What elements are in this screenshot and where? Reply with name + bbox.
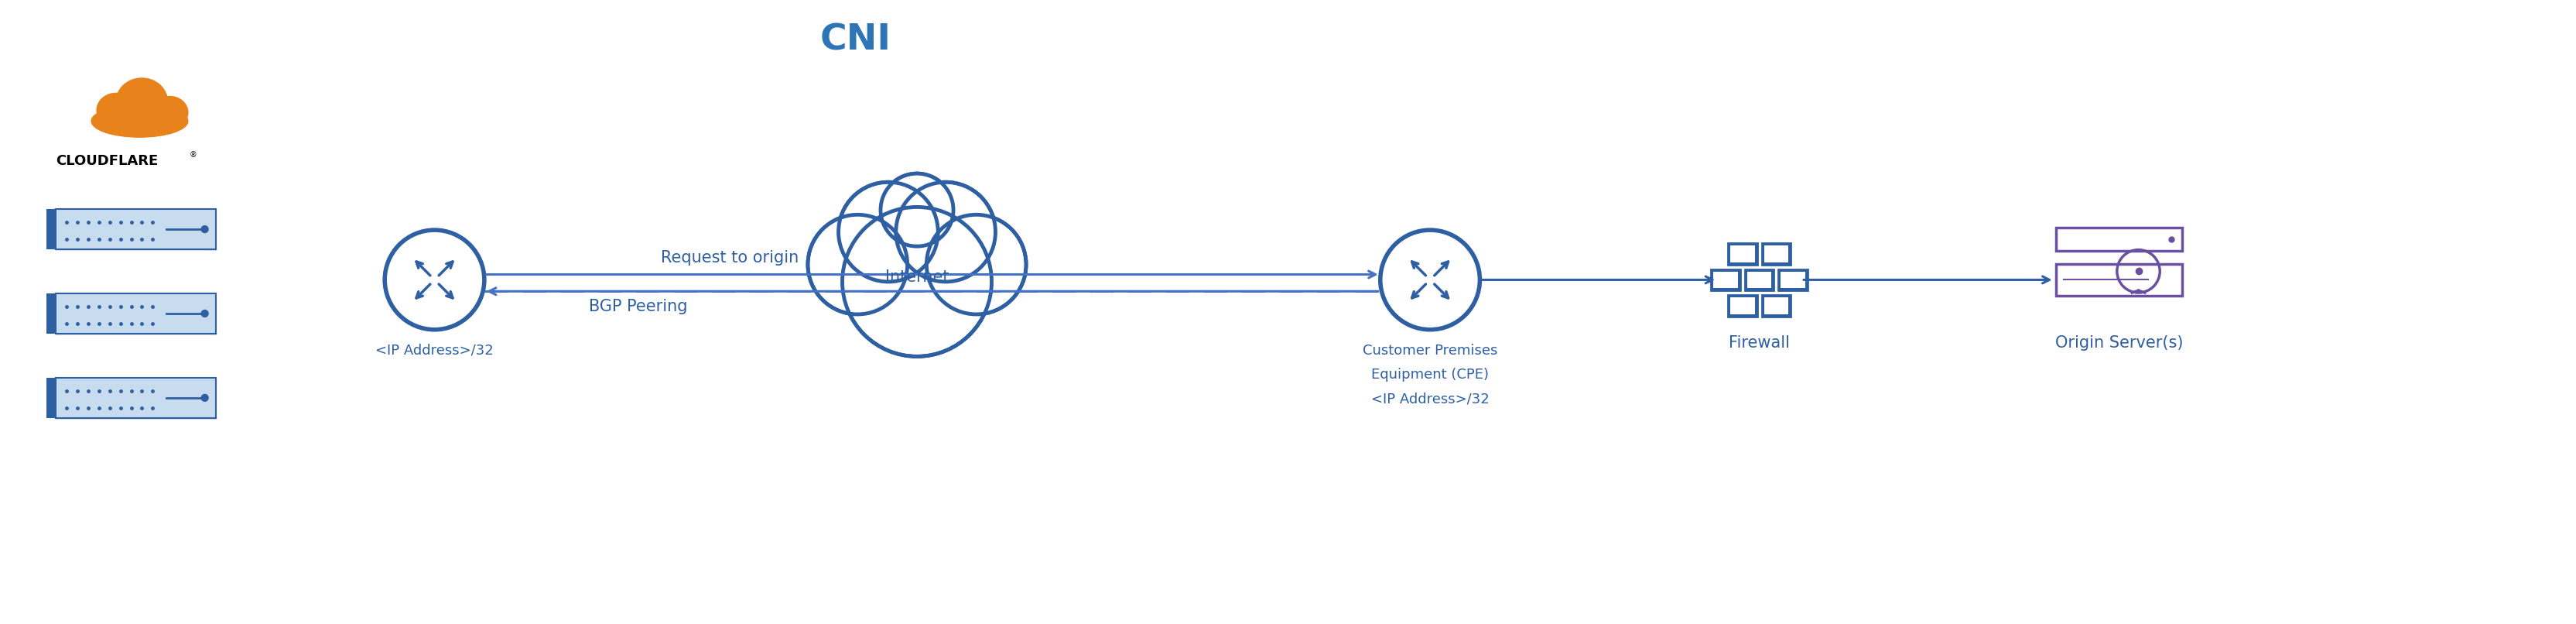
Circle shape bbox=[927, 215, 1025, 314]
FancyBboxPatch shape bbox=[57, 209, 216, 249]
Circle shape bbox=[840, 184, 935, 280]
Text: Request to origin: Request to origin bbox=[662, 250, 799, 265]
Circle shape bbox=[896, 184, 994, 280]
FancyBboxPatch shape bbox=[46, 294, 57, 333]
Text: Customer Premises: Customer Premises bbox=[1363, 343, 1497, 358]
Ellipse shape bbox=[116, 78, 167, 125]
Text: ®: ® bbox=[191, 151, 196, 158]
Circle shape bbox=[881, 175, 951, 245]
Circle shape bbox=[881, 173, 953, 246]
Ellipse shape bbox=[98, 93, 137, 127]
Circle shape bbox=[201, 310, 209, 317]
FancyBboxPatch shape bbox=[1765, 245, 1788, 262]
FancyBboxPatch shape bbox=[2056, 264, 2182, 296]
FancyBboxPatch shape bbox=[1762, 243, 1790, 265]
Circle shape bbox=[201, 226, 209, 233]
FancyBboxPatch shape bbox=[1765, 298, 1788, 314]
FancyBboxPatch shape bbox=[1747, 271, 1772, 288]
Circle shape bbox=[809, 215, 907, 314]
Ellipse shape bbox=[152, 96, 188, 129]
Text: CNI: CNI bbox=[819, 23, 891, 58]
Text: <IP Address>/32: <IP Address>/32 bbox=[1370, 392, 1489, 406]
FancyBboxPatch shape bbox=[1780, 271, 1806, 288]
Circle shape bbox=[384, 230, 484, 329]
FancyBboxPatch shape bbox=[1710, 269, 1739, 291]
FancyBboxPatch shape bbox=[1762, 295, 1790, 316]
FancyBboxPatch shape bbox=[57, 378, 216, 417]
FancyBboxPatch shape bbox=[2056, 228, 2182, 251]
Circle shape bbox=[201, 394, 209, 401]
Circle shape bbox=[837, 182, 938, 281]
Circle shape bbox=[896, 182, 994, 281]
FancyBboxPatch shape bbox=[1728, 243, 1757, 265]
FancyBboxPatch shape bbox=[1744, 269, 1772, 291]
Circle shape bbox=[1381, 230, 1479, 329]
Circle shape bbox=[842, 207, 992, 356]
Circle shape bbox=[845, 210, 989, 353]
Text: Equipment (CPE): Equipment (CPE) bbox=[1370, 368, 1489, 382]
FancyBboxPatch shape bbox=[57, 294, 216, 333]
FancyBboxPatch shape bbox=[46, 378, 57, 417]
Text: Origin Server(s): Origin Server(s) bbox=[2056, 335, 2182, 351]
FancyBboxPatch shape bbox=[1728, 245, 1754, 262]
Circle shape bbox=[809, 217, 904, 312]
Text: BGP Peering: BGP Peering bbox=[590, 299, 688, 314]
FancyBboxPatch shape bbox=[1728, 295, 1757, 316]
Ellipse shape bbox=[90, 105, 188, 137]
FancyBboxPatch shape bbox=[1777, 269, 1806, 291]
Text: Firewall: Firewall bbox=[1728, 335, 1790, 351]
Text: <IP Address>/32: <IP Address>/32 bbox=[376, 343, 495, 358]
Text: CLOUDFLARE: CLOUDFLARE bbox=[57, 154, 157, 168]
FancyBboxPatch shape bbox=[1728, 298, 1754, 314]
Text: Internet: Internet bbox=[884, 269, 948, 285]
FancyBboxPatch shape bbox=[46, 209, 57, 249]
Circle shape bbox=[927, 217, 1023, 312]
FancyBboxPatch shape bbox=[1713, 271, 1736, 288]
